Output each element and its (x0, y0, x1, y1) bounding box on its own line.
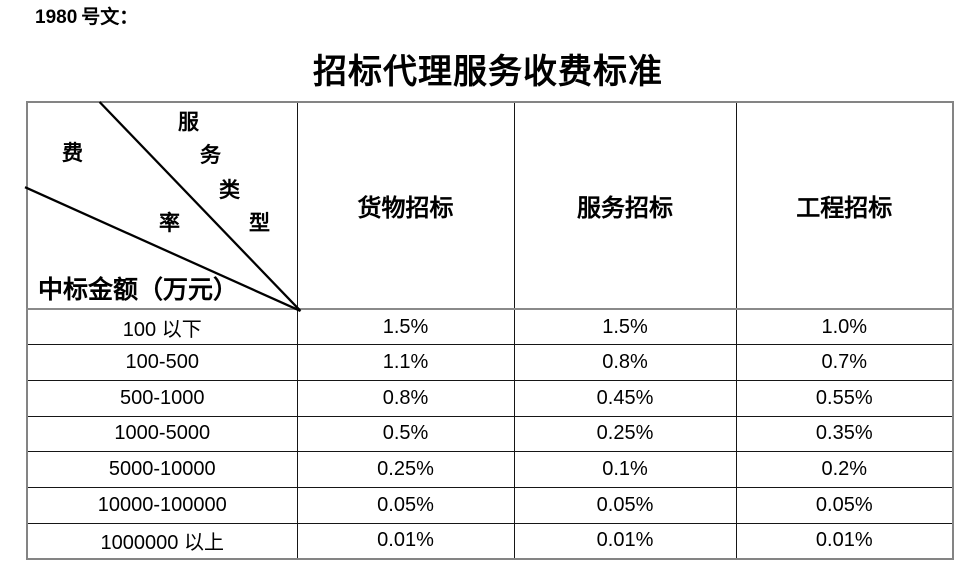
rate-cell: 1.5% (296, 308, 515, 346)
rate-cell: 0.2% (735, 451, 954, 488)
header-row: 服 务 类 型 费 率 中标金额（万元） 货物招标 服务招标 工程招标 (24, 101, 954, 313)
column-header-services: 服务招标 (513, 101, 737, 310)
amount-range-cell: 5000-10000 (26, 451, 298, 488)
amount-range-cell: 1000000 以上 (26, 522, 298, 560)
corner-row-axis-label: 中标金额（万元） (38, 276, 239, 304)
rate-cell: 0.1% (513, 451, 737, 488)
fee-table: 服 务 类 型 费 率 中标金额（万元） 货物招标 服务招标 工程招标 100 … (24, 101, 954, 560)
rate-cell: 0.8% (296, 379, 515, 417)
amount-range-cell: 500-1000 (26, 379, 298, 417)
amount-range-cell: 1000-5000 (26, 415, 298, 453)
rate-cell: 0.5% (296, 415, 515, 453)
amount-range-cell: 100 以下 (26, 308, 298, 346)
rate-cell: 0.01% (296, 522, 515, 560)
rate-cell: 0.25% (296, 451, 515, 488)
rate-cell: 0.25% (513, 415, 737, 453)
table-row: 5000-10000 0.25% 0.1% 0.2% (26, 451, 954, 488)
table-row: 500-1000 0.8% 0.45% 0.55% (26, 379, 954, 417)
column-header-engineering: 工程招标 (735, 101, 954, 310)
table-row: 1000000 以上 0.01% 0.01% 0.01% (26, 522, 954, 560)
rate-cell: 0.55% (735, 379, 954, 417)
doc-number: 1980 (35, 7, 78, 28)
corner-service-type-char: 型 (249, 211, 270, 235)
diagonal-header-cell: 服 务 类 型 费 率 中标金额（万元） (24, 101, 302, 313)
rate-cell: 1.5% (513, 308, 737, 346)
page-title: 招标代理服务收费标准 (313, 54, 663, 91)
rate-cell: 0.05% (296, 486, 515, 524)
table-row: 100 以下 1.5% 1.5% 1.0% (26, 308, 954, 346)
rate-cell: 1.1% (296, 344, 515, 381)
amount-range-cell: 100-500 (26, 344, 298, 381)
doc-number-suffix: 号文： (81, 7, 139, 28)
amount-range-cell: 10000-100000 (26, 486, 298, 524)
table-row: 10000-100000 0.05% 0.05% 0.05% (26, 486, 954, 524)
column-header-goods: 货物招标 (296, 101, 515, 310)
rate-cell: 0.8% (513, 344, 737, 381)
rate-cell: 0.45% (513, 379, 737, 417)
rate-cell: 0.01% (513, 522, 737, 560)
rate-cell: 0.7% (735, 344, 954, 381)
corner-fee-rate-char: 费 (62, 141, 83, 165)
corner-fee-rate-char: 率 (159, 211, 180, 235)
rate-cell: 0.05% (735, 486, 954, 524)
table-row: 100-500 1.1% 0.8% 0.7% (26, 344, 954, 381)
rate-cell: 0.01% (735, 522, 954, 560)
diagonal-split-lines (24, 101, 302, 313)
corner-service-type-char: 务 (200, 143, 221, 167)
corner-service-type-char: 类 (219, 178, 240, 202)
table-row: 1000-5000 0.5% 0.25% 0.35% (26, 415, 954, 453)
rate-cell: 0.05% (513, 486, 737, 524)
corner-service-type-char: 服 (178, 110, 199, 134)
rate-cell: 1.0% (735, 308, 954, 346)
rate-cell: 0.35% (735, 415, 954, 453)
doc-number-label: 1980 号文： (35, 5, 138, 31)
